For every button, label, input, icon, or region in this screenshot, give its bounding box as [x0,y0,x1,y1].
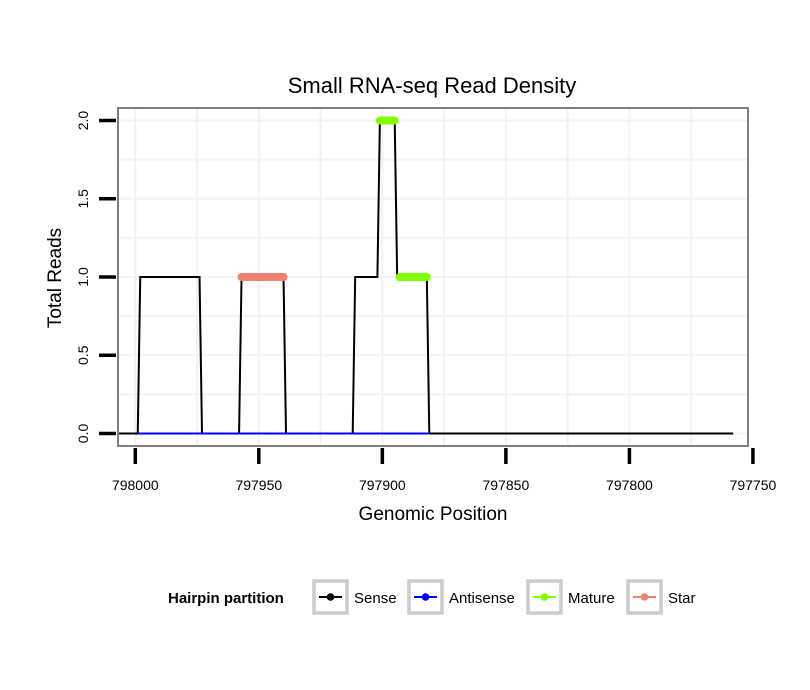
legend-label-mature: Mature [568,590,615,607]
y-axis-title: Total Reads [45,228,66,328]
legend: Hairpin partition Sense Antisense Mature St… [168,579,696,615]
x-axis: 798000 797950 797900 797850 797800 797750 [112,448,777,493]
y-tick-label: 1.5 [75,189,91,209]
legend-point-antisense [421,593,430,601]
x-tick-label: 797950 [235,477,282,493]
plot-panel-border [117,107,749,447]
x-axis-title: Genomic Position [359,504,508,525]
x-tick-label: 797900 [359,477,406,493]
plot-grid [118,108,748,446]
legend-label-sense: Sense [354,590,397,607]
x-tick-label: 797750 [730,477,777,493]
series-layer [118,116,734,435]
chart-title: Small RNA-seq Read Density [288,73,577,98]
legend-label-star: Star [668,590,696,607]
legend-point-star [640,593,649,601]
legend-point-mature [540,593,549,601]
y-tick-label: 1.0 [75,267,91,287]
x-tick-label: 798000 [112,477,159,493]
legend-label-antisense: Antisense [449,590,515,607]
x-tick-label: 797850 [483,477,530,493]
y-axis: 0.0 0.5 1.0 1.5 2.0 [75,111,116,444]
y-tick-label: 0.0 [75,424,91,444]
y-tick-label: 0.5 [75,345,91,365]
x-tick-label: 797800 [606,477,653,493]
legend-title: Hairpin partition [168,590,284,607]
y-tick-label: 2.0 [75,111,91,131]
legend-point-sense [326,593,335,601]
